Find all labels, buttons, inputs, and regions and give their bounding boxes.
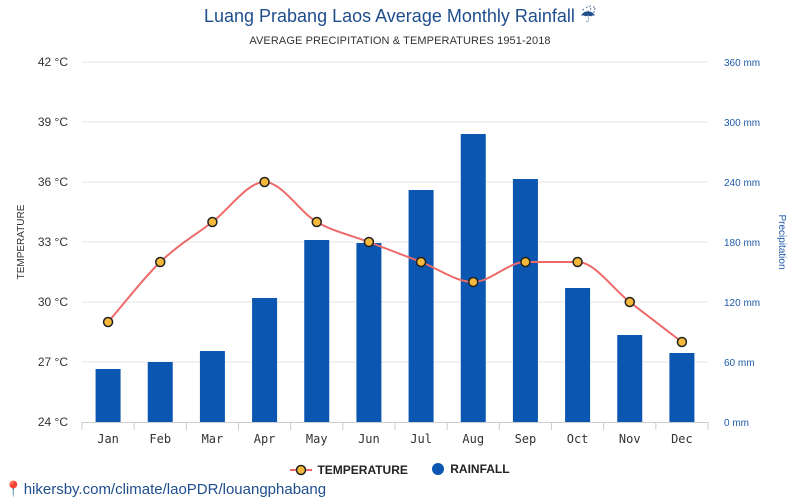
rainfall-bar bbox=[147, 362, 173, 422]
chart-legend: TEMPERATURE RAINFALL bbox=[0, 462, 800, 479]
y-axis-title-right: Precipitation bbox=[776, 214, 787, 269]
rainfall-bars bbox=[95, 134, 695, 422]
x-tick-label: Jan bbox=[97, 432, 119, 446]
temperature-point bbox=[102, 316, 114, 328]
y-tick-label-left: 27 °C bbox=[38, 355, 68, 369]
rainfall-bar bbox=[565, 288, 591, 422]
rainfall-bar bbox=[95, 369, 121, 422]
map-pin-icon: 📍 bbox=[4, 481, 23, 498]
rainfall-bar bbox=[408, 190, 434, 422]
y-tick-label-left: 42 °C bbox=[38, 55, 68, 69]
grid-lines bbox=[82, 61, 708, 363]
y-tick-label-right: 360 mm bbox=[724, 58, 760, 69]
rainfall-bar bbox=[669, 353, 695, 422]
legend-item-temperature[interactable]: TEMPERATURE bbox=[290, 463, 408, 477]
rainfall-bar bbox=[512, 179, 538, 422]
temperature-line-group bbox=[107, 180, 683, 343]
source-link[interactable]: 📍hikersby.com/climate/laoPDR/louangphaba… bbox=[4, 480, 326, 498]
x-tick-label: Sep bbox=[515, 432, 537, 446]
x-tick-label: Dec bbox=[671, 432, 693, 446]
x-tick-label: Aug bbox=[462, 432, 484, 446]
temperature-point bbox=[363, 236, 375, 248]
y-tick-label-right: 300 mm bbox=[724, 118, 760, 129]
legend-item-rainfall[interactable]: RAINFALL bbox=[431, 462, 510, 476]
y-tick-label-left: 24 °C bbox=[38, 415, 68, 429]
x-tick-label: Feb bbox=[149, 432, 171, 446]
temperature-points bbox=[102, 176, 688, 348]
y-axis-title-left: TEMPERATURE bbox=[16, 204, 27, 279]
temperature-point bbox=[155, 256, 166, 268]
temperature-legend-icon bbox=[290, 464, 313, 476]
axis-labels: 24 °C 0 mm 27 °C 60 mm 30 °C 120 mm 33 °C 180 m… bbox=[16, 55, 787, 446]
chart-subtitle: AVERAGE PRECIPITATION & TEMPERATURES 195… bbox=[249, 35, 551, 47]
temperature-point bbox=[311, 216, 322, 228]
y-tick-label-right: 180 mm bbox=[724, 238, 760, 249]
legend-label-rainfall: RAINFALL bbox=[450, 462, 510, 476]
y-tick-label-left: 39 °C bbox=[38, 115, 68, 129]
rainfall-bar bbox=[252, 298, 278, 422]
y-tick-label-right: 0 mm bbox=[724, 418, 749, 429]
temperature-line bbox=[107, 180, 683, 343]
temperature-point bbox=[624, 296, 635, 308]
y-tick-label-right: 120 mm bbox=[724, 298, 760, 309]
x-tick-label: Apr bbox=[254, 432, 276, 446]
x-tick-label: Jun bbox=[358, 432, 380, 446]
temperature-point bbox=[259, 176, 270, 188]
rainfall-bar bbox=[617, 335, 643, 422]
temperature-point bbox=[520, 256, 531, 268]
rainfall-bar bbox=[199, 351, 225, 422]
rainfall-bar bbox=[304, 240, 330, 422]
x-tick-label: Nov bbox=[619, 432, 641, 446]
y-tick-label-left: 36 °C bbox=[38, 175, 68, 189]
temperature-point bbox=[468, 276, 479, 288]
temperature-point bbox=[676, 336, 688, 348]
temperature-point bbox=[207, 216, 218, 228]
y-tick-label-left: 33 °C bbox=[38, 235, 68, 249]
x-tick-label: May bbox=[306, 432, 328, 446]
x-tick-label: Jul bbox=[410, 432, 432, 446]
y-tick-label-right: 60 mm bbox=[724, 358, 755, 369]
y-tick-label-right: 240 mm bbox=[724, 178, 760, 189]
x-tick-label: Oct bbox=[567, 432, 589, 446]
temperature-point bbox=[415, 256, 427, 268]
source-link-text: hikersby.com/climate/laoPDR/louangphaban… bbox=[23, 481, 327, 498]
chart-title: Luang Prabang Laos Average Monthly Rainf… bbox=[203, 6, 597, 26]
rainfall-bar bbox=[356, 243, 382, 422]
x-axis bbox=[81, 422, 709, 430]
rainfall-legend-icon bbox=[432, 463, 445, 475]
temperature-point bbox=[572, 256, 583, 268]
y-tick-label-left: 30 °C bbox=[38, 295, 68, 309]
x-tick-label: Mar bbox=[202, 432, 224, 446]
legend-label-temperature: TEMPERATURE bbox=[317, 463, 408, 477]
